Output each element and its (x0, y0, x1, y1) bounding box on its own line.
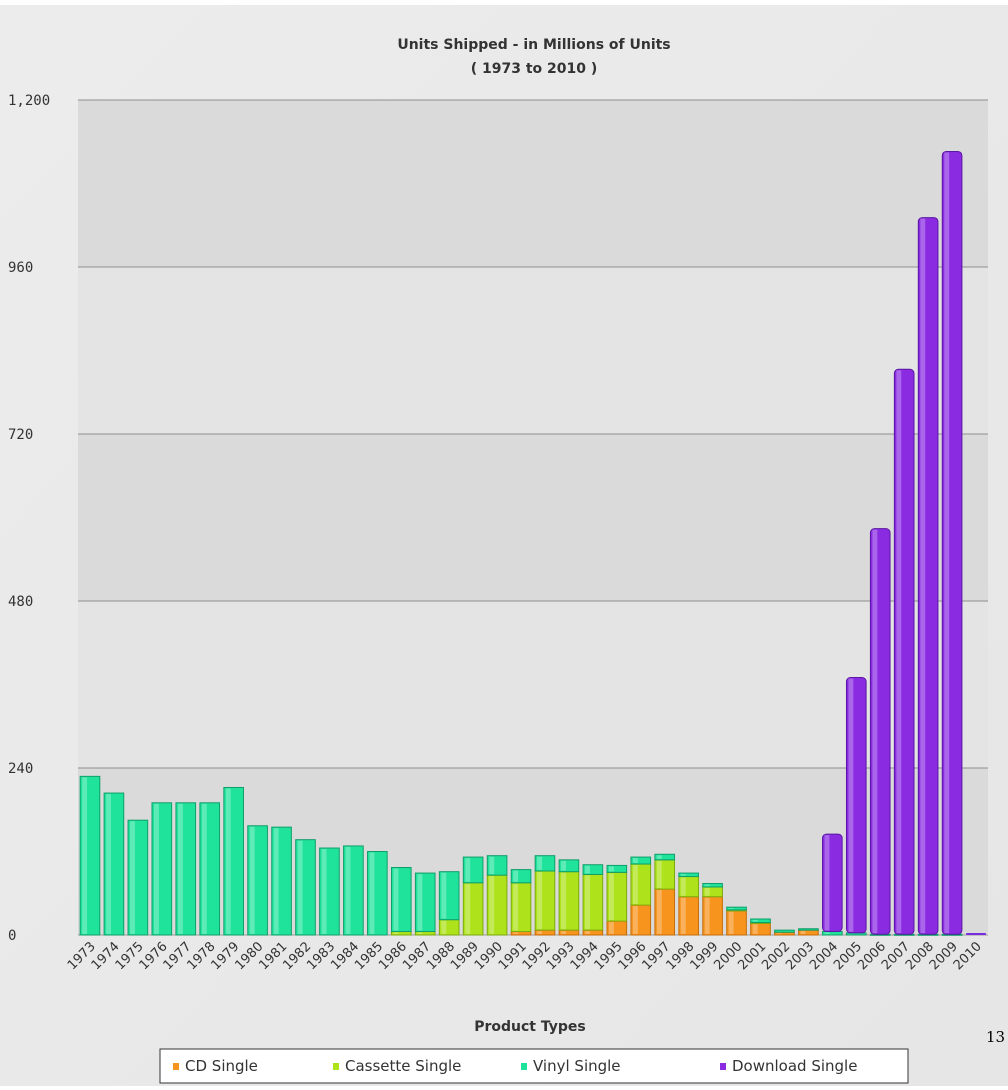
bar-highlight (441, 921, 446, 934)
bar-highlight (226, 788, 231, 934)
bar-highlight (537, 872, 542, 929)
bar-highlight (513, 884, 518, 931)
bar-highlight (417, 874, 422, 930)
y-tick-label: 960 (8, 260, 33, 276)
legend-swatch (333, 1063, 339, 1070)
bar-highlight (585, 931, 590, 934)
bar-highlight (370, 853, 375, 935)
bar-highlight (657, 890, 662, 934)
bar-highlight (609, 866, 614, 871)
bar-highlight (801, 931, 806, 934)
bar-highlight (250, 827, 255, 934)
bar-highlight (82, 777, 87, 934)
bar-highlight (657, 861, 662, 888)
bar-highlight (537, 857, 542, 870)
bar-highlight (681, 898, 686, 934)
bar-highlight (633, 906, 638, 934)
bar-highlight (705, 888, 710, 896)
bar-highlight (346, 847, 351, 934)
bar-highlight (298, 841, 303, 934)
bar-highlight (130, 821, 135, 934)
page-number: 13 (986, 1028, 1005, 1046)
x-axis-label: Product Types (474, 1019, 586, 1035)
legend-swatch (173, 1063, 179, 1070)
y-tick-label: 720 (8, 427, 33, 443)
bar-highlight (777, 933, 782, 934)
bar-highlight (681, 878, 686, 896)
bar-highlight (872, 530, 877, 934)
bar-highlight (489, 857, 494, 874)
y-tick-label: 240 (8, 761, 33, 777)
bar-highlight (705, 898, 710, 934)
bar-highlight (657, 855, 662, 859)
legend-label: Cassette Single (345, 1057, 461, 1075)
plot-band (78, 100, 988, 267)
bar-highlight (848, 679, 853, 932)
bar-highlight (729, 912, 734, 934)
bar-highlight (633, 865, 638, 904)
bar-highlight (633, 858, 638, 863)
legend-label: CD Single (185, 1057, 258, 1075)
bar-segment (799, 929, 819, 930)
bar-highlight (585, 866, 590, 874)
bar-highlight (681, 874, 686, 875)
bar-highlight (202, 804, 207, 934)
bar-highlight (465, 884, 470, 934)
bar-highlight (274, 828, 279, 934)
bar-highlight (753, 920, 758, 921)
bar-highlight (753, 924, 758, 934)
bar-highlight (322, 849, 327, 934)
y-tick-label: 480 (8, 594, 33, 610)
bar-highlight (825, 933, 830, 934)
bar-highlight (585, 875, 590, 929)
legend: CD Single Cassette Single Vinyl Single Down… (160, 1049, 908, 1083)
legend-label: Vinyl Single (533, 1057, 621, 1075)
legend-swatch (720, 1063, 726, 1070)
bar-highlight (920, 219, 925, 934)
chart-subtitle: ( 1973 to 2010 ) (471, 61, 598, 77)
y-tick-label: 1,200 (8, 93, 50, 109)
y-tick-label: 0 (8, 928, 16, 944)
bar-highlight (896, 370, 901, 933)
bar-highlight (393, 933, 398, 934)
bar-highlight (178, 804, 183, 934)
plot-band (78, 267, 988, 434)
legend-swatch (521, 1063, 527, 1070)
chart-title: Units Shipped - in Millions of Units (397, 37, 670, 53)
bar-highlight (489, 876, 494, 934)
bar-highlight (393, 869, 398, 931)
plot-band (78, 434, 988, 601)
bar-highlight (609, 922, 614, 934)
bar-highlight (106, 794, 111, 934)
bar-highlight (537, 931, 542, 934)
bar-highlight (513, 871, 518, 882)
legend-label: Download Single (732, 1057, 857, 1075)
bar-highlight (441, 873, 446, 919)
bar-highlight (513, 933, 518, 934)
bar-highlight (561, 861, 566, 871)
bar-highlight (465, 858, 470, 882)
bar-highlight (944, 152, 949, 933)
bar-highlight (561, 873, 566, 929)
bar-highlight (561, 931, 566, 934)
bar-highlight (825, 835, 830, 930)
bar-highlight (609, 873, 614, 920)
bar-highlight (729, 908, 734, 909)
bar-highlight (705, 885, 710, 886)
bar-highlight (417, 933, 422, 934)
bar-highlight (154, 804, 159, 934)
